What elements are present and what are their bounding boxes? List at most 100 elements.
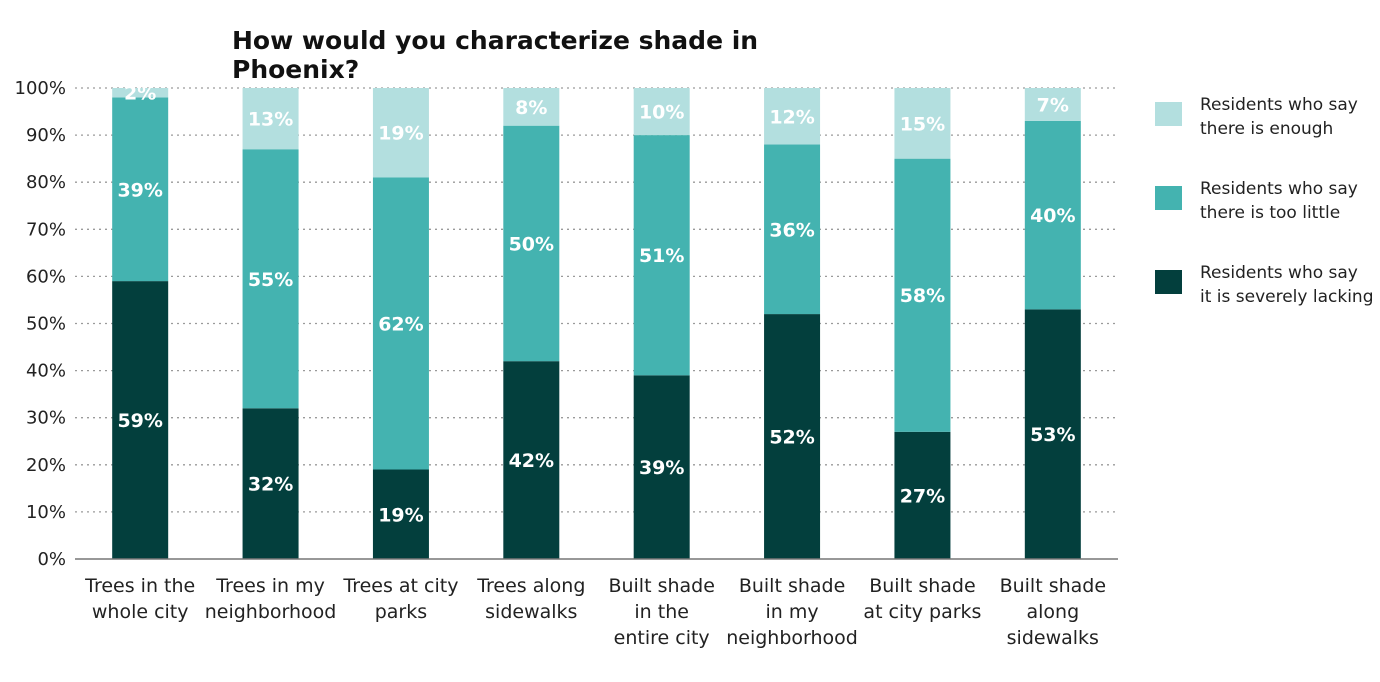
x-category-label-line: Trees along [476,575,585,597]
bar-segment [372,177,429,470]
data-label: 8% [515,97,547,119]
legend: Residents who say there is enoughResident… [1155,95,1374,307]
data-label: 12% [769,106,814,128]
x-category-label-line: Built shade [739,575,845,597]
bar-segment [633,375,690,559]
y-tick-label: 70% [26,219,66,240]
bar-segment [894,431,951,559]
legend-swatch [1155,102,1182,126]
bar-segment [894,158,951,432]
x-category-label: Built shade at city parks [863,575,981,623]
y-tick-label: 30% [26,408,66,429]
y-tick-label: 50% [26,314,66,335]
data-label: 19% [378,504,423,526]
data-label: 53% [1030,424,1075,446]
data-label: 32% [248,474,293,496]
bar-segment [372,88,429,178]
bar-segment [764,88,821,145]
x-category-label-line: Trees in my [215,575,325,597]
bar-segment [503,125,560,362]
bar-segment [112,281,169,559]
x-category-label-line: whole city [92,601,189,623]
legend-swatch [1155,186,1182,210]
bar-segment [372,469,429,559]
x-category-label-line: neighborhood [205,601,337,623]
legend-swatch [1155,270,1182,294]
x-category-label: Trees in the whole city [84,575,195,623]
bar-segment [503,88,560,126]
x-category-label-line: in my [766,601,819,623]
bar-segment [1024,309,1081,559]
legend-entry-line: it is severely lacking [1200,287,1374,307]
data-label: 15% [900,113,945,135]
legend-entry-label: Residents who say there is too little [1200,179,1358,223]
data-label: 7% [1037,94,1069,116]
data-label: 39% [117,179,162,201]
x-category-label-line: in the [634,601,689,623]
bar-segment [633,88,690,136]
x-category-label-line: Built shade [1000,575,1106,597]
data-label: 13% [248,109,293,131]
bar-segment [242,149,299,409]
y-tick-label: 10% [26,502,66,523]
data-label: 36% [769,219,814,241]
y-tick-label: 40% [26,361,66,382]
x-category-label: Built shade in the entire city [608,575,714,649]
bar-segment [242,88,299,150]
x-category-label-line: neighborhood [726,627,858,649]
bar-segment [242,408,299,559]
legend-entry-label: Residents who say there is enough [1200,95,1358,139]
y-tick-label: 100% [15,78,66,99]
legend-entry-line: there is enough [1200,119,1333,139]
data-label: 59% [117,410,162,432]
legend-entry-line: Residents who say [1200,95,1358,115]
x-category-label-line: along [1026,601,1079,623]
x-category-label: Built shade along sidewalks [1000,575,1106,649]
chart-title: How would you characterize shade in Phoe… [232,26,759,84]
data-label: 39% [639,457,684,479]
bar-segment [112,88,169,98]
data-label: 50% [509,233,554,255]
x-category-label-line: Trees at city [342,575,458,597]
data-label: 42% [509,450,554,472]
data-label: 40% [1030,205,1075,227]
bar-segment [503,361,560,559]
x-category-label: Trees in my neighborhood [205,575,337,623]
data-label: 2% [124,83,156,105]
x-category-label-line: at city parks [863,601,981,623]
legend-entry-label: Residents who say it is severely lacking [1200,263,1374,307]
x-category-label: Trees at city parks [342,575,458,623]
x-category-label-line: Trees in the [84,575,195,597]
gridlines [75,87,1118,513]
bar-segment [633,135,690,376]
data-labels: 59% 39% 2% 32% 55% 13% 19% 62% 19% 42% 50% 8% 39% 51%… [117,83,1075,527]
x-category-label: Trees along sidewalks [476,575,585,623]
data-label: 27% [900,485,945,507]
bar-segment [1024,88,1081,121]
data-label: 55% [248,269,293,291]
data-label: 58% [900,285,945,307]
data-label: 52% [769,427,814,449]
y-tick-label: 90% [26,125,66,146]
bar-segment [894,88,951,159]
legend-entry-line: Residents who say [1200,263,1358,283]
x-category-label-line: entire city [614,627,710,649]
bars [112,88,1081,559]
x-category-label-line: sidewalks [1007,627,1099,649]
data-label: 19% [378,123,423,145]
bar-segment [1024,120,1081,310]
data-label: 51% [639,245,684,267]
y-tick-label: 80% [26,172,66,193]
legend-entry-line: Residents who say [1200,179,1358,199]
x-category-label: Built shade in my neighborhood [726,575,858,649]
legend-entry-line: there is too little [1200,203,1340,223]
bar-segment [112,97,169,282]
y-tick-label: 0% [37,549,66,570]
x-category-label-line: parks [375,601,427,623]
y-tick-label: 20% [26,455,66,476]
y-axis-tick-labels: 0% 10% 20% 30% 40% 50% 60% 70% 80% 90% 100% [15,78,66,570]
x-category-label-line: Built shade [869,575,975,597]
bar-segment [764,144,821,315]
data-label: 62% [378,314,423,336]
